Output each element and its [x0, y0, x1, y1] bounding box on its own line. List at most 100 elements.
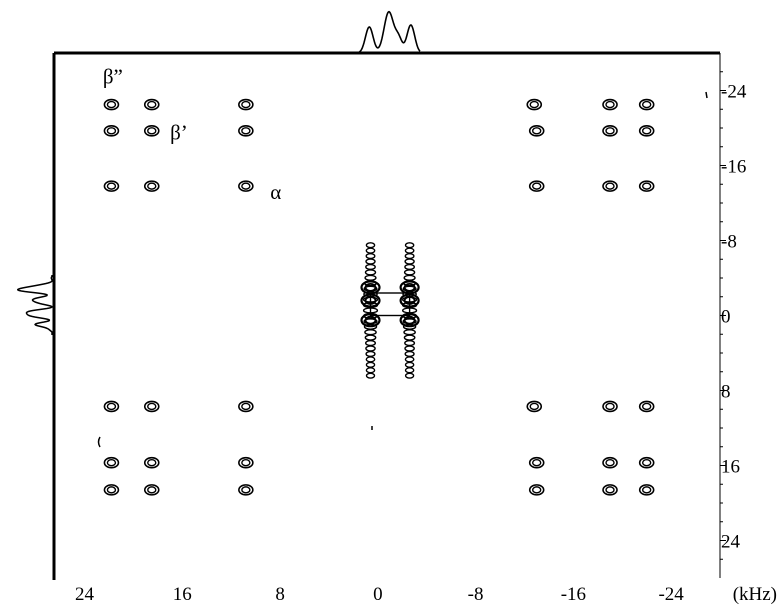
y-axis-ticks: -24 -16 -8 0 8 16 24	[720, 71, 747, 560]
x-tick-label: -16	[561, 584, 586, 605]
center-contour	[365, 350, 376, 358]
y-tick-label: -16	[721, 157, 746, 178]
center-contour	[365, 361, 376, 368]
peak-contour	[602, 180, 618, 192]
peak-contour	[103, 125, 120, 137]
top-projection-trace	[355, 10, 421, 54]
peak-contours	[97, 91, 708, 496]
center-contour	[365, 263, 376, 271]
center-contour	[364, 274, 377, 281]
center-contour	[404, 345, 415, 352]
center-strong-contour	[403, 282, 416, 292]
peak-contour	[602, 484, 618, 496]
center-contour	[404, 263, 416, 271]
center-contour	[404, 339, 416, 347]
center-contour	[365, 258, 376, 265]
peak-contour	[528, 180, 545, 192]
center-contour	[404, 372, 415, 379]
peak-contour	[638, 456, 655, 469]
peak-contour	[528, 125, 545, 137]
left-projection-line	[16, 275, 53, 335]
peak-contour	[238, 400, 254, 413]
peak-contour	[238, 484, 254, 496]
peak-contour	[103, 484, 120, 496]
center-contour	[403, 269, 416, 276]
center-contour	[403, 334, 416, 341]
center-contour	[404, 361, 415, 368]
peak-contour	[602, 456, 618, 469]
peak-contour	[638, 125, 655, 137]
peak-contour	[638, 400, 655, 413]
center-contour	[365, 252, 376, 260]
x-axis-ticks: 24 16 8 0 -8 -16 -24	[75, 584, 684, 605]
center-contour	[404, 350, 415, 358]
x-tick-label: 24	[75, 584, 95, 605]
center-contour	[364, 329, 377, 336]
center-contour	[365, 242, 376, 249]
x-tick-label: 16	[173, 584, 192, 605]
center-contour	[365, 356, 376, 363]
center-contour	[365, 339, 377, 347]
center-strong-contour	[403, 315, 416, 325]
center-contour	[364, 269, 377, 276]
peak-label: α	[270, 180, 281, 204]
center-contour	[404, 258, 415, 265]
peak-contour	[143, 484, 160, 496]
x-tick-label: -24	[658, 584, 684, 605]
peak-contour	[103, 400, 120, 413]
center-contour	[403, 329, 416, 336]
center-contour	[404, 252, 415, 260]
peak-contour	[638, 98, 655, 111]
peak-contour	[143, 456, 160, 469]
peak-contour	[602, 98, 618, 111]
center-contour	[364, 334, 377, 341]
peak-contour	[528, 484, 545, 496]
peak-contour	[238, 456, 254, 469]
y-tick-label: -24	[721, 82, 747, 103]
peak-label: β”	[103, 64, 123, 88]
center-contour	[404, 367, 415, 374]
center-contour	[404, 242, 415, 249]
peak-contour	[638, 180, 655, 192]
center-strong-contour	[364, 315, 377, 325]
center-strong-contour	[364, 282, 377, 292]
peak-contour	[602, 125, 618, 137]
x-tick-label: 8	[275, 584, 285, 605]
center-contour	[404, 247, 415, 254]
peak-labels: β” β’ α	[103, 64, 281, 203]
peak-contour	[238, 125, 254, 137]
y-tick-label: 8	[721, 382, 731, 403]
center-contour	[365, 372, 376, 379]
peak-contour	[143, 125, 160, 137]
center-contours	[360, 242, 420, 379]
left-projection-trace	[16, 275, 53, 335]
peak-contour	[143, 98, 160, 111]
stray-mark	[97, 436, 101, 448]
y-tick-label: 0	[721, 307, 731, 328]
peak-contour	[238, 98, 254, 111]
center-bridge-contour	[369, 292, 411, 317]
center-contour	[365, 247, 376, 254]
x-tick-label: 0	[373, 584, 383, 605]
peak-contour	[638, 484, 655, 496]
x-tick-label: -8	[468, 584, 484, 605]
peak-contour	[528, 456, 545, 469]
peak-label: β’	[170, 121, 188, 145]
center-contour	[365, 345, 376, 352]
center-contour	[404, 356, 415, 363]
peak-contour	[143, 180, 160, 192]
peak-contour	[103, 456, 120, 469]
y-tick-label: 16	[721, 457, 740, 478]
stray-mark	[705, 91, 708, 99]
peak-contour	[143, 400, 160, 413]
peak-contour	[103, 98, 120, 111]
peak-contour	[526, 98, 543, 111]
y-tick-label: 24	[721, 532, 741, 553]
peak-contour	[526, 400, 543, 413]
peak-contour	[602, 400, 618, 413]
top-projection-line	[355, 10, 421, 54]
x-axis-unit: (kHz)	[733, 584, 777, 605]
y-tick-label: -8	[721, 232, 737, 253]
peak-contour	[103, 180, 120, 192]
